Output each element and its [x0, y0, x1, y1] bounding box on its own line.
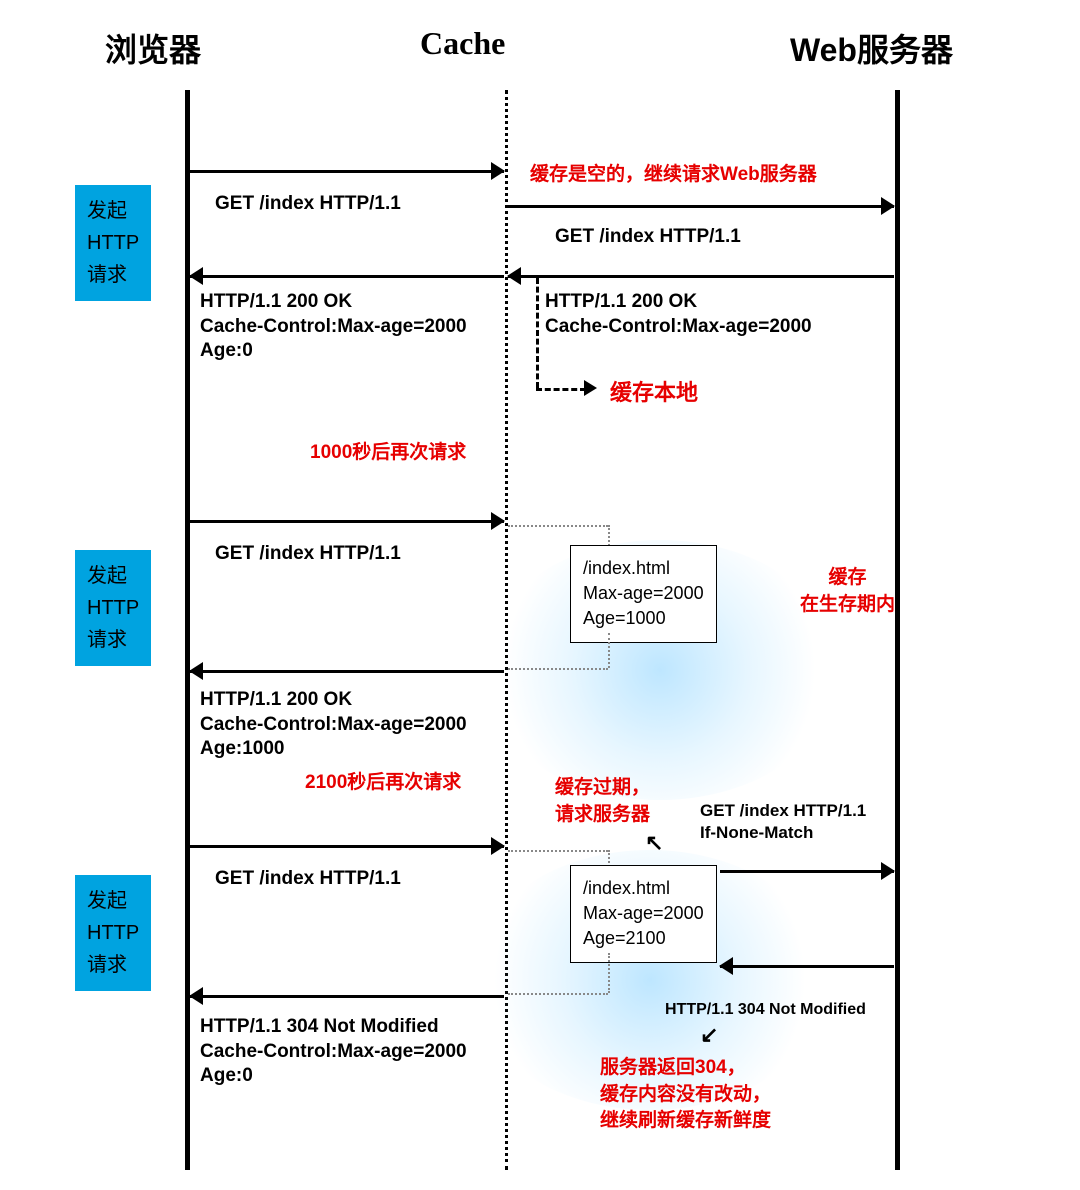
label-s1-resp1: HTTP/1.1 200 OK Cache-Control:Max-age=20…: [545, 290, 812, 339]
ind-expired: ↖: [645, 830, 663, 856]
arrow-s1-req2: [508, 205, 894, 208]
arrow-s2-req: [190, 520, 504, 523]
bluebox-1-l3: 请求: [87, 259, 139, 291]
dash-store-v: [536, 278, 539, 388]
lifeline-cache: [505, 90, 508, 1170]
bluebox-3: 发起 HTTP 请求: [75, 875, 151, 991]
label-s3-resp: HTTP/1.1 304 Not Modified Cache-Control:…: [200, 1015, 467, 1089]
lifeline-server: [895, 90, 900, 1170]
lane-browser-title: 浏览器: [105, 25, 201, 71]
arrow-s1-req1: [190, 170, 504, 173]
label-s3-fwd: GET /index HTTP/1.1 If-None-Match: [700, 800, 866, 844]
arrow-s3-srv-resp: [720, 965, 894, 968]
label-s1-req2: GET /index HTTP/1.1: [555, 225, 741, 250]
arrow-s2-resp: [190, 670, 504, 673]
bluebox-3-l3: 请求: [87, 949, 139, 981]
dot-s3-right2: [608, 953, 610, 993]
note-s2-alive: 缓存 在生存期内: [800, 565, 895, 618]
lifeline-browser: [185, 90, 190, 1170]
note-gap2: 2100秒后再次请求: [305, 770, 461, 797]
arrow-s3-resp: [190, 995, 504, 998]
bluebox-2: 发起 HTTP 请求: [75, 550, 151, 666]
bluebox-1-l2: HTTP: [87, 227, 139, 259]
label-s1-resp2: HTTP/1.1 200 OK Cache-Control:Max-age=20…: [200, 290, 467, 364]
label-s3-srv-resp: HTTP/1.1 304 Not Modified: [665, 1000, 866, 1021]
bluebox-3-l1: 发起: [87, 885, 139, 917]
arrow-s1-resp1: [508, 275, 894, 278]
note-s3-304: 服务器返回304， 缓存内容没有改动， 继续刷新缓存新鲜度: [600, 1055, 771, 1135]
bluebox-2-l1: 发起: [87, 560, 139, 592]
label-s2-req: GET /index HTTP/1.1: [215, 542, 401, 567]
arrow-s1-resp2: [190, 275, 504, 278]
label-s1-req1: GET /index HTTP/1.1: [215, 192, 401, 217]
cachebox-s3: /index.html Max-age=2000 Age=2100: [570, 865, 717, 963]
dot-s3-top: [508, 850, 608, 852]
note-s3-expired: 缓存过期， 请求服务器: [555, 775, 650, 828]
bluebox-3-l2: HTTP: [87, 917, 139, 949]
note-cache-empty: 缓存是空的，继续请求Web服务器: [530, 162, 817, 189]
dash-store-arrow: [584, 380, 597, 396]
bluebox-2-l3: 请求: [87, 624, 139, 656]
dot-s2-right2: [608, 633, 610, 668]
label-s3-req: GET /index HTTP/1.1: [215, 867, 401, 892]
note-store-local: 缓存本地: [610, 378, 698, 409]
arrow-s3-fwd: [720, 870, 894, 873]
lane-server-title: Web服务器: [790, 25, 953, 71]
lane-cache-title: Cache: [420, 25, 505, 62]
arrow-s3-req: [190, 845, 504, 848]
note-gap1: 1000秒后再次请求: [310, 440, 466, 467]
label-s2-resp: HTTP/1.1 200 OK Cache-Control:Max-age=20…: [200, 688, 467, 762]
dot-s2-bot: [508, 668, 608, 670]
ind-304-a: ↙: [700, 1022, 718, 1048]
bluebox-1: 发起 HTTP 请求: [75, 185, 151, 301]
bluebox-2-l2: HTTP: [87, 592, 139, 624]
bluebox-1-l1: 发起: [87, 195, 139, 227]
dot-s3-bot: [508, 993, 608, 995]
dot-s2-top: [508, 525, 608, 527]
dash-store-h: [536, 388, 586, 391]
cachebox-s2: /index.html Max-age=2000 Age=1000: [570, 545, 717, 643]
